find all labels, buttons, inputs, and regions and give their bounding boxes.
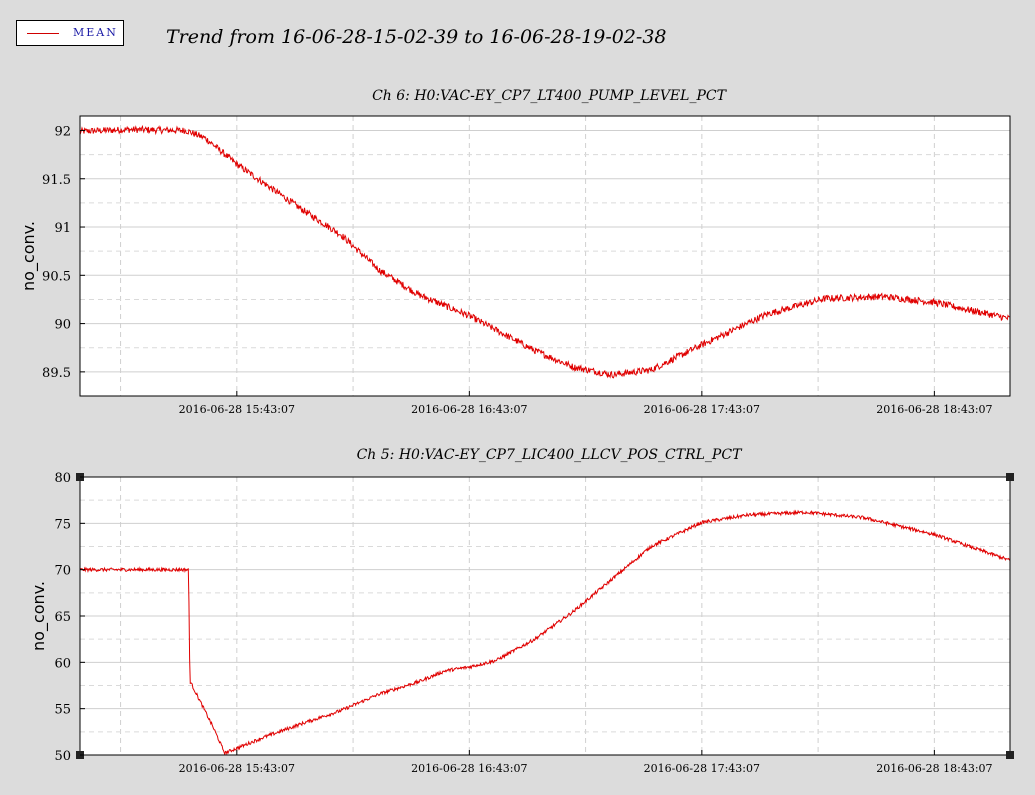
legend: MEAN — [16, 20, 124, 46]
plot-frame — [79, 115, 1011, 397]
x-tick-label: 2016-06-28 17:43:07 — [644, 403, 760, 416]
y-tick-label: 75 — [54, 517, 71, 532]
y-tick-label: 90.5 — [42, 269, 71, 284]
y-tick-label: 55 — [54, 703, 71, 718]
resize-handle — [1006, 473, 1014, 481]
y-tick-label: 92 — [54, 124, 71, 139]
y-tick-label: 60 — [54, 656, 71, 671]
y-tick-label: 50 — [54, 749, 71, 764]
y-tick-label: 91 — [54, 221, 71, 236]
y-axis-title: no_conv. — [29, 581, 49, 651]
chart-1: Ch 6: H0:VAC-EY_CP7_LT400_PUMP_LEVEL_PCT… — [19, 88, 1011, 416]
y-tick-label: 70 — [54, 564, 71, 579]
y-tick-label: 91.5 — [42, 173, 71, 188]
x-tick-label: 2016-06-28 16:43:07 — [411, 403, 527, 416]
y-tick-label: 90 — [54, 318, 71, 333]
legend-label: MEAN — [73, 26, 118, 39]
y-tick-label: 65 — [54, 610, 71, 625]
y-axis-title: no_conv. — [19, 221, 39, 291]
series-line-1 — [79, 509, 1011, 756]
x-tick-label: 2016-06-28 18:43:07 — [876, 403, 992, 416]
x-tick-label: 2016-06-28 15:43:07 — [179, 762, 295, 775]
page-title: Trend from 16-06-28-15-02-39 to 16-06-28… — [166, 26, 667, 48]
y-tick-label: 89.5 — [42, 366, 71, 381]
chart-title: Ch 5: H0:VAC-EY_CP7_LIC400_LLCV_POS_CTRL… — [357, 447, 743, 463]
x-tick-label: 2016-06-28 15:43:07 — [179, 403, 295, 416]
legend-line-swatch — [27, 33, 59, 34]
plot-area — [80, 116, 1010, 396]
x-tick-label: 2016-06-28 16:43:07 — [411, 762, 527, 775]
series-line-1 — [79, 124, 1011, 379]
x-tick-label: 2016-06-28 18:43:07 — [876, 762, 992, 775]
y-tick-label: 80 — [54, 471, 71, 486]
chart-2: Ch 5: H0:VAC-EY_CP7_LIC400_LLCV_POS_CTRL… — [29, 447, 1014, 775]
resize-handle — [1006, 751, 1014, 759]
chart-title: Ch 6: H0:VAC-EY_CP7_LT400_PUMP_LEVEL_PCT — [372, 88, 728, 104]
x-tick-label: 2016-06-28 17:43:07 — [644, 762, 760, 775]
